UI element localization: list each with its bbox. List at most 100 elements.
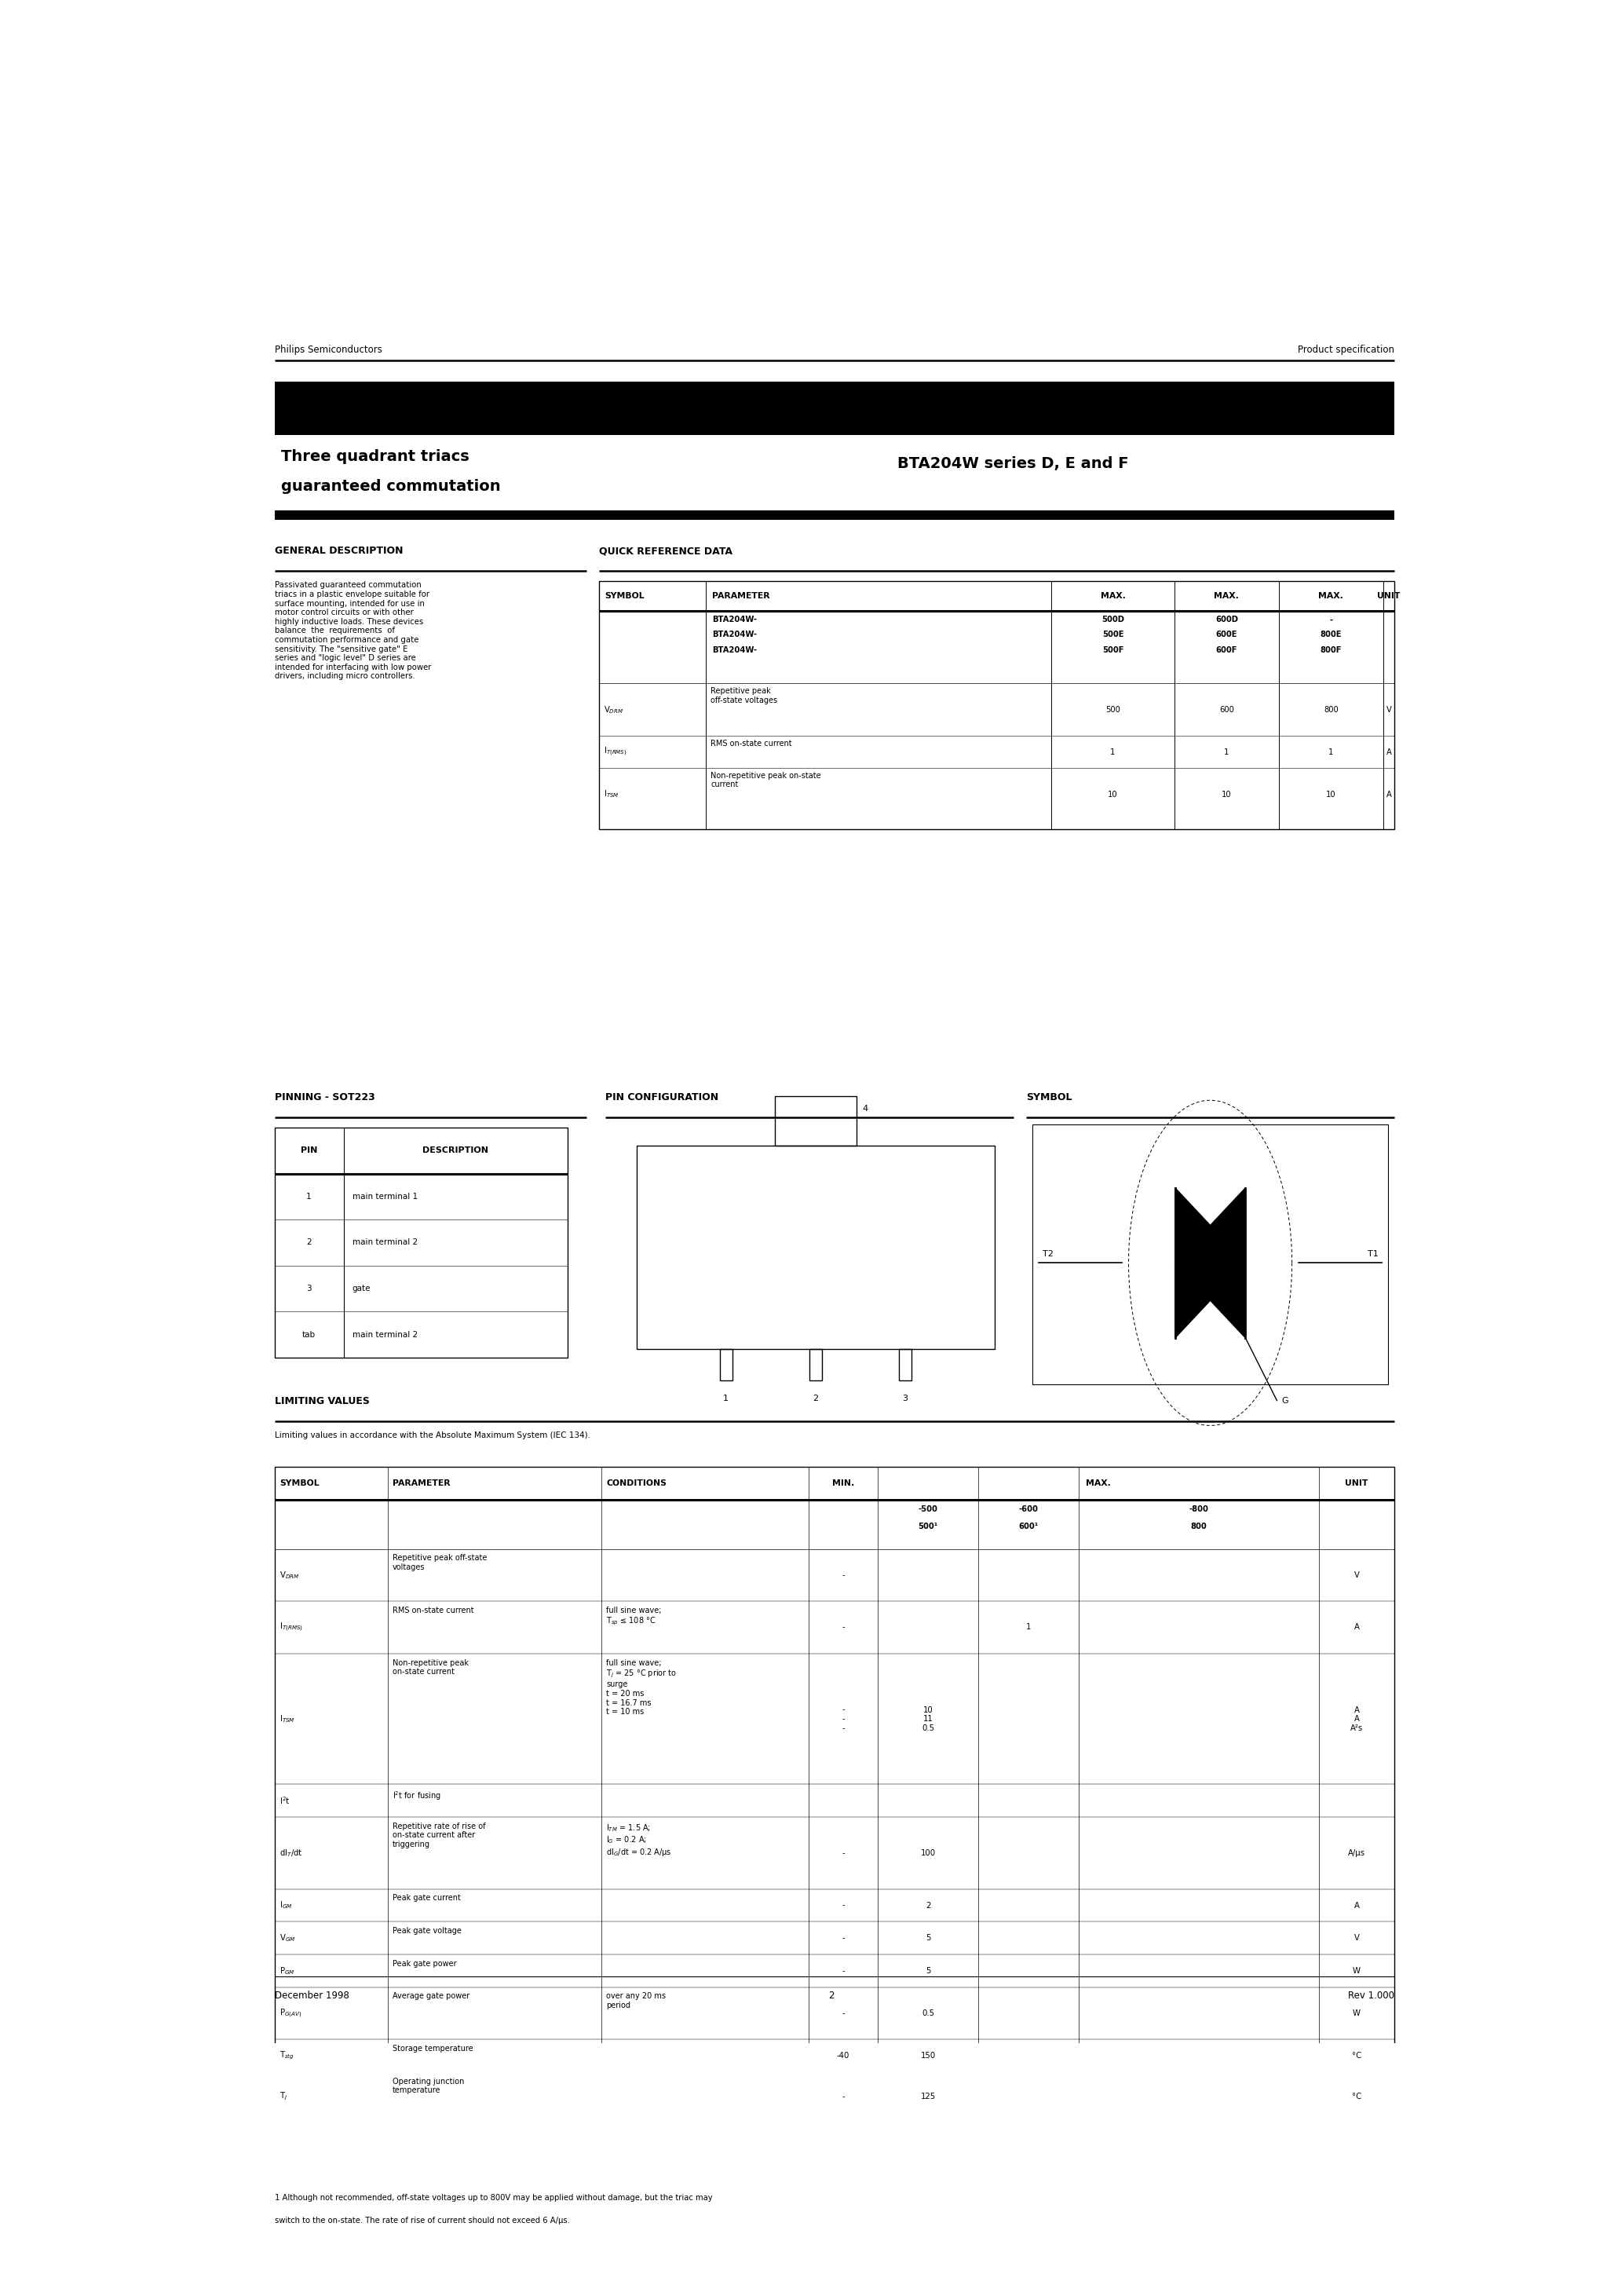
Text: full sine wave;
T$_{sp}$ ≤ 108 °C: full sine wave; T$_{sp}$ ≤ 108 °C [607, 1607, 662, 1628]
Text: 800E: 800E [1320, 631, 1341, 638]
Text: -
-
-: - - - [842, 1706, 845, 1731]
Text: T$_j$: T$_j$ [279, 2092, 287, 2103]
Text: Passivated guaranteed commutation
triacs in a plastic envelope suitable for
surf: Passivated guaranteed commutation triacs… [274, 581, 431, 680]
Text: I$_{GM}$: I$_{GM}$ [279, 1901, 292, 1910]
Text: SYMBOL: SYMBOL [279, 1479, 320, 1488]
Text: 2: 2 [307, 1238, 311, 1247]
Text: Storage temperature: Storage temperature [393, 2046, 474, 2053]
Text: 600¹: 600¹ [1019, 1522, 1038, 1531]
Text: A: A [1354, 1901, 1359, 1910]
Bar [899, 1348, 912, 1380]
Text: Non-repetitive peak
on-state current: Non-repetitive peak on-state current [393, 1658, 469, 1676]
Text: -800: -800 [1189, 1506, 1208, 1513]
Text: 500D: 500D [1101, 615, 1124, 625]
Text: A: A [1387, 790, 1392, 799]
Text: 5: 5 [926, 1968, 931, 1975]
Text: P$_{GM}$: P$_{GM}$ [279, 1965, 295, 1977]
Text: Average gate power: Average gate power [393, 1993, 470, 2000]
Text: -40: -40 [837, 2053, 850, 2060]
Text: 10
11
0.5: 10 11 0.5 [921, 1706, 934, 1731]
Text: BTA204W series D, E and F: BTA204W series D, E and F [897, 457, 1129, 471]
Text: 600: 600 [1220, 705, 1234, 714]
Text: main terminal 1: main terminal 1 [352, 1192, 417, 1201]
Text: UNIT: UNIT [1345, 1479, 1369, 1488]
Text: A
A
A²s: A A A²s [1351, 1706, 1362, 1731]
Text: Non-repetitive peak on-state
current: Non-repetitive peak on-state current [710, 771, 821, 788]
Text: main terminal 2: main terminal 2 [352, 1238, 417, 1247]
Text: BTA204W-: BTA204W- [712, 645, 756, 654]
Text: -: - [842, 2092, 845, 2101]
Text: 100: 100 [921, 1848, 936, 1857]
Text: Peak gate voltage: Peak gate voltage [393, 1926, 462, 1936]
Text: dI$_T$/dt: dI$_T$/dt [279, 1848, 303, 1857]
Text: -: - [842, 1848, 845, 1857]
Text: 2: 2 [829, 1991, 834, 2000]
Text: 1: 1 [1027, 1623, 1032, 1630]
Text: MAX.: MAX. [1319, 592, 1343, 599]
Text: V$_{DRM}$: V$_{DRM}$ [279, 1570, 300, 1580]
Text: -: - [842, 1901, 845, 1910]
Text: A: A [1387, 748, 1392, 755]
Text: I$_{T(RMS)}$: I$_{T(RMS)}$ [603, 746, 628, 758]
Text: Peak gate current: Peak gate current [393, 1894, 461, 1901]
Bar [636, 1146, 994, 1348]
Text: I$_{TSM}$: I$_{TSM}$ [279, 1713, 295, 1724]
Text: G: G [1281, 1396, 1289, 1405]
Text: RMS on-state current: RMS on-state current [710, 739, 792, 748]
Text: -500: -500 [918, 1506, 938, 1513]
Text: T$_{stg}$: T$_{stg}$ [279, 2050, 294, 2062]
Text: 4: 4 [863, 1104, 868, 1114]
Text: LIMITING VALUES: LIMITING VALUES [274, 1396, 370, 1407]
Text: 1: 1 [1328, 748, 1333, 755]
Text: DESCRIPTION: DESCRIPTION [422, 1146, 488, 1155]
Text: GENERAL DESCRIPTION: GENERAL DESCRIPTION [274, 546, 402, 556]
Polygon shape [1174, 1187, 1246, 1339]
Text: Three quadrant triacs: Three quadrant triacs [281, 448, 469, 464]
Text: 10: 10 [1108, 790, 1118, 799]
Text: guaranteed commutation: guaranteed commutation [281, 480, 500, 494]
Text: SYMBOL: SYMBOL [605, 592, 646, 599]
Text: 600F: 600F [1216, 645, 1238, 654]
Text: 1: 1 [1111, 748, 1116, 755]
Text: Repetitive peak off-state
voltages: Repetitive peak off-state voltages [393, 1554, 487, 1570]
Text: full sine wave;
T$_j$ = 25 °C prior to
surge
t = 20 ms
t = 16.7 ms
t = 10 ms: full sine wave; T$_j$ = 25 °C prior to s… [607, 1658, 676, 1715]
Text: 10: 10 [1221, 790, 1231, 799]
Text: I$^2$t: I$^2$t [279, 1795, 290, 1807]
Bar [599, 581, 1395, 829]
Text: 150: 150 [921, 2053, 936, 2060]
Text: -: - [1330, 615, 1333, 625]
Text: tab: tab [302, 1332, 316, 1339]
Text: -: - [842, 2009, 845, 2018]
Text: 1 Although not recommended, off-state voltages up to 800V may be applied without: 1 Although not recommended, off-state vo… [274, 2193, 712, 2202]
Text: V: V [1387, 705, 1392, 714]
Text: Limiting values in accordance with the Absolute Maximum System (IEC 134).: Limiting values in accordance with the A… [274, 1433, 590, 1440]
Text: PINNING - SOT223: PINNING - SOT223 [274, 1093, 375, 1102]
Text: 0.5: 0.5 [921, 2009, 934, 2018]
Text: main terminal 2: main terminal 2 [352, 1332, 417, 1339]
Text: W: W [1353, 2009, 1361, 2018]
Text: 600E: 600E [1216, 631, 1238, 638]
Text: switch to the on-state. The rate of rise of current should not exceed 6 A/µs.: switch to the on-state. The rate of rise… [274, 2216, 569, 2225]
Text: 500¹: 500¹ [918, 1522, 938, 1531]
Bar [274, 510, 1395, 519]
Text: Peak gate power: Peak gate power [393, 1961, 457, 1968]
Text: -: - [842, 1570, 845, 1580]
Bar [274, 1127, 568, 1357]
Text: 1: 1 [307, 1192, 311, 1201]
Text: V: V [1354, 1570, 1359, 1580]
Text: RMS on-state current: RMS on-state current [393, 1607, 474, 1614]
Text: -: - [842, 1623, 845, 1630]
Text: -: - [842, 1933, 845, 1942]
Text: 5: 5 [926, 1933, 931, 1942]
Text: -: - [842, 1968, 845, 1975]
Text: °C: °C [1351, 2053, 1361, 2060]
Text: MAX.: MAX. [1215, 592, 1239, 599]
Text: T2: T2 [1043, 1249, 1053, 1258]
Text: W: W [1353, 1968, 1361, 1975]
Text: V$_{GM}$: V$_{GM}$ [279, 1933, 295, 1942]
Text: 1: 1 [723, 1394, 728, 1403]
Text: PARAMETER: PARAMETER [712, 592, 770, 599]
Text: I$_{TM}$ = 1.5 A;
I$_G$ = 0.2 A;
dI$_G$/dt = 0.2 A/µs: I$_{TM}$ = 1.5 A; I$_G$ = 0.2 A; dI$_G$/… [607, 1823, 672, 1857]
Text: 800: 800 [1324, 705, 1338, 714]
Text: PIN CONFIGURATION: PIN CONFIGURATION [605, 1093, 719, 1102]
